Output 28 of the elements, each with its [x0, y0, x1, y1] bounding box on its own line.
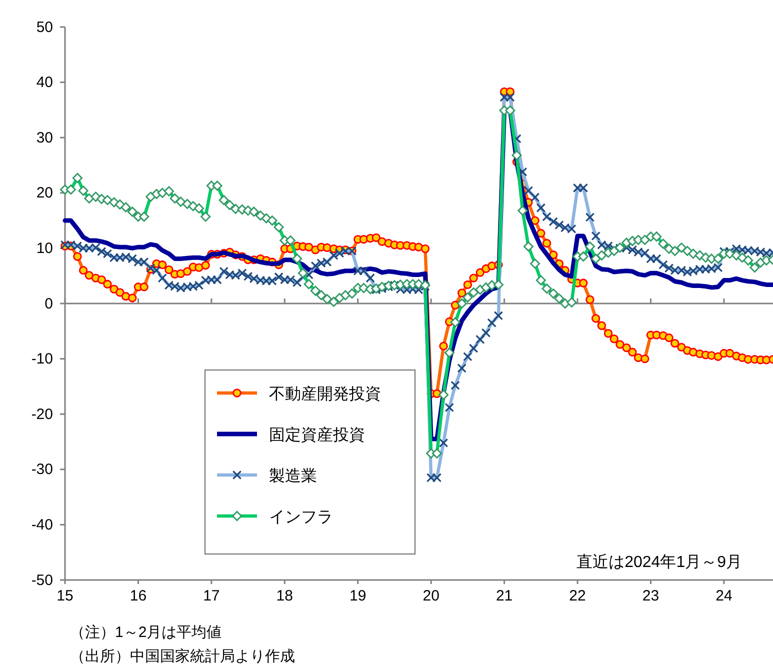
- y-tick-label: 30: [36, 129, 53, 146]
- y-tick-label: 50: [36, 18, 53, 36]
- y-tick-label: -20: [31, 406, 53, 423]
- x-tick-label: 18: [276, 588, 293, 605]
- y-tick-label: 20: [36, 184, 53, 202]
- y-tick-label: -30: [31, 461, 53, 478]
- x-tick-label: 16: [130, 588, 147, 605]
- legend-label: 製造業: [269, 467, 317, 485]
- y-tick-label: -50: [31, 572, 53, 589]
- annotation: 直近は2024年1月～9月: [576, 553, 742, 571]
- x-tick-label: 20: [422, 588, 440, 605]
- x-tick-label: 22: [569, 588, 586, 605]
- legend-label: 固定資産投資: [269, 426, 365, 444]
- y-tick-label: 10: [36, 240, 53, 257]
- legend-label: インフラ: [269, 509, 333, 526]
- legend-label: 不動産開発投資: [269, 385, 381, 403]
- text: （注）1～2月は平均値: [70, 624, 222, 641]
- x-tick-label: 24: [716, 588, 732, 605]
- x-tick-label: 21: [496, 588, 513, 605]
- x-tick-label: 15: [56, 588, 74, 605]
- text: （出所）中国国家統計局より作成: [70, 648, 295, 665]
- x-tick-label: 23: [642, 588, 660, 605]
- x-tick-label: 19: [350, 588, 366, 605]
- y-tick-label: 0: [44, 295, 53, 312]
- y-tick-label: -40: [31, 516, 53, 534]
- y-tick-label: -10: [31, 350, 53, 368]
- x-tick-label: 17: [203, 588, 220, 605]
- y-tick-label: 40: [36, 74, 53, 92]
